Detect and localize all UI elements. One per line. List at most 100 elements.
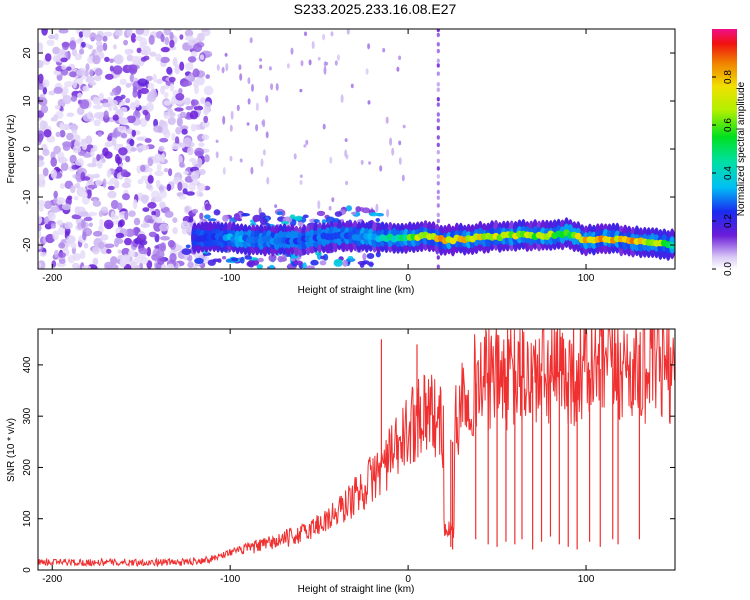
spectrogram-ridge-blob bbox=[233, 213, 240, 221]
spectrogram-noise-blob bbox=[171, 143, 181, 150]
spectrogram-noise-blob bbox=[159, 201, 166, 209]
spectrogram-noise-blob bbox=[120, 169, 129, 178]
spectrogram-streak bbox=[436, 212, 440, 218]
spectrogram-noise-blob bbox=[140, 256, 149, 265]
spectrogram-noise-blob bbox=[193, 105, 204, 111]
spectrogram-noise-blob bbox=[67, 195, 73, 201]
spectrogram-noise-blob bbox=[64, 221, 73, 230]
spectrogram-faint-blob bbox=[344, 149, 348, 158]
spectrogram-noise-blob bbox=[80, 219, 86, 229]
spectrogram-noise-blob bbox=[57, 156, 68, 164]
spectrogram-noise-blob bbox=[69, 40, 77, 50]
spectrogram-faint-blob bbox=[275, 83, 279, 91]
spectrogram-noise-blob bbox=[153, 153, 163, 164]
spectrogram-ridge-blob bbox=[346, 205, 352, 212]
spectrogram-noise-blob bbox=[83, 242, 89, 249]
spectrogram-noise-blob bbox=[196, 32, 205, 42]
spectrogram-noise-blob bbox=[75, 39, 82, 44]
spectrogram-faint-blob bbox=[398, 157, 402, 165]
spectrogram-noise-blob bbox=[192, 265, 198, 269]
snr-y-ticks: 0 100 200 300 400 bbox=[22, 356, 675, 573]
spectrogram-noise-blob bbox=[88, 222, 93, 228]
spectrogram-noise-blob bbox=[87, 179, 93, 185]
spectrogram-noise-blob bbox=[189, 157, 197, 163]
spectrogram-faint-blob bbox=[396, 66, 400, 72]
spectrogram-noise-blob bbox=[106, 248, 112, 254]
spectrogram-ridge-blob bbox=[222, 214, 229, 222]
spectrogram-noise-blob bbox=[102, 35, 108, 42]
spectrogram-streak bbox=[436, 158, 440, 163]
spectrogram-noise-blob bbox=[175, 244, 184, 251]
spectrogram-noise-blob bbox=[104, 141, 113, 148]
spectrogram-ridge-blob bbox=[241, 213, 251, 217]
spectrogram-noise-blob bbox=[55, 131, 61, 138]
spectrogram-noise-blob bbox=[119, 78, 127, 86]
spectrogram-noise-blob bbox=[129, 73, 135, 83]
spectrogram-noise-blob bbox=[77, 92, 83, 99]
spectrogram-ridge-blob bbox=[334, 259, 343, 264]
spectrogram-noise-blob bbox=[107, 181, 115, 185]
spectrogram-faint-blob bbox=[221, 66, 225, 74]
spectrogram-noise-blob bbox=[160, 242, 167, 253]
spectrogram-noise-blob bbox=[104, 243, 115, 249]
spectrogram-noise-blob bbox=[95, 34, 103, 42]
spectrogram-noise-blob bbox=[160, 33, 165, 43]
spectrogram-noise-blob bbox=[119, 257, 127, 267]
spectrogram-ridge-blob bbox=[250, 222, 257, 226]
spectrogram-faint-blob bbox=[266, 177, 270, 185]
spectrogram-noise-blob bbox=[79, 211, 89, 217]
spectrogram-noise-blob bbox=[59, 129, 66, 138]
spectrogram-ridge-blob bbox=[269, 264, 275, 269]
spectrogram-ridge-blob bbox=[342, 259, 349, 267]
spectrogram-faint-blob bbox=[293, 153, 297, 160]
spectrogram-faint-blob bbox=[330, 31, 334, 37]
spectrogram-faint-blob bbox=[386, 209, 390, 218]
spectrogram-ridge-blob bbox=[359, 262, 365, 268]
spectrogram-ridge-blob bbox=[203, 214, 211, 220]
spectrogram-faint-blob bbox=[286, 63, 290, 69]
spectrogram-noise-blob bbox=[125, 49, 132, 56]
snr-y-axis-label: SNR (10 * v/v) bbox=[6, 418, 17, 482]
spectrogram-noise-blob bbox=[42, 148, 50, 156]
spectrogram-noise-blob bbox=[120, 106, 128, 113]
spectrogram-noise-blob bbox=[131, 129, 136, 137]
spectrogram-noise-blob bbox=[126, 115, 136, 124]
spectrogram-streak bbox=[436, 203, 440, 208]
spectrogram-streak bbox=[436, 63, 440, 68]
spectrogram-noise-blob bbox=[116, 166, 123, 173]
spectrogram-noise-blob bbox=[50, 223, 57, 229]
spectrogram-noise-blob bbox=[60, 162, 69, 171]
spectrogram-streak bbox=[436, 118, 440, 123]
spectrogram-noise-blob bbox=[204, 101, 212, 110]
x-tick-label: -100 bbox=[220, 273, 240, 284]
spectrogram-faint-blob bbox=[317, 200, 321, 210]
spectrogram-noise-blob bbox=[111, 140, 117, 147]
spectrogram-noise-blob bbox=[201, 29, 209, 33]
spectrogram-noise-blob bbox=[41, 29, 48, 36]
spectrogram-noise-blob bbox=[125, 228, 135, 237]
spectrogram-noise-blob bbox=[136, 47, 142, 54]
spectrogram-ridge-blob bbox=[305, 265, 315, 269]
spectrogram-noise-blob bbox=[147, 202, 157, 209]
spectrogram-faint-blob bbox=[265, 95, 269, 103]
spectrogram-noise-blob bbox=[199, 212, 204, 220]
spectrogram-noise-blob bbox=[153, 118, 159, 128]
spectrogram-noise-blob bbox=[128, 249, 136, 258]
spectrogram-noise-blob bbox=[86, 227, 91, 236]
spectrogram-noise-blob bbox=[166, 66, 173, 75]
spectrogram-ridge-blob bbox=[310, 259, 319, 266]
spectrogram-noise-blob bbox=[98, 52, 105, 59]
spectrogram-noise-blob bbox=[42, 79, 50, 88]
spectrogram-noise-blob bbox=[180, 111, 187, 118]
colorbar-ticks: 0.0 0.2 0.4 0.6 0.8 bbox=[712, 70, 734, 276]
spectrogram-faint-blob bbox=[385, 116, 389, 125]
spectrogram-ridge-blob bbox=[246, 261, 253, 267]
spectrogram-noise-blob bbox=[172, 57, 178, 67]
spectrogram-noise-blob bbox=[48, 34, 56, 40]
spectrogram-noise-blob bbox=[38, 203, 44, 212]
spectrogram-faint-blob bbox=[224, 53, 228, 57]
spectrogram-ridge-blob bbox=[212, 258, 220, 263]
spectrogram-noise-blob bbox=[125, 82, 132, 88]
spectrogram-noise-blob bbox=[104, 151, 113, 159]
spectrogram-noise-blob bbox=[82, 143, 88, 150]
